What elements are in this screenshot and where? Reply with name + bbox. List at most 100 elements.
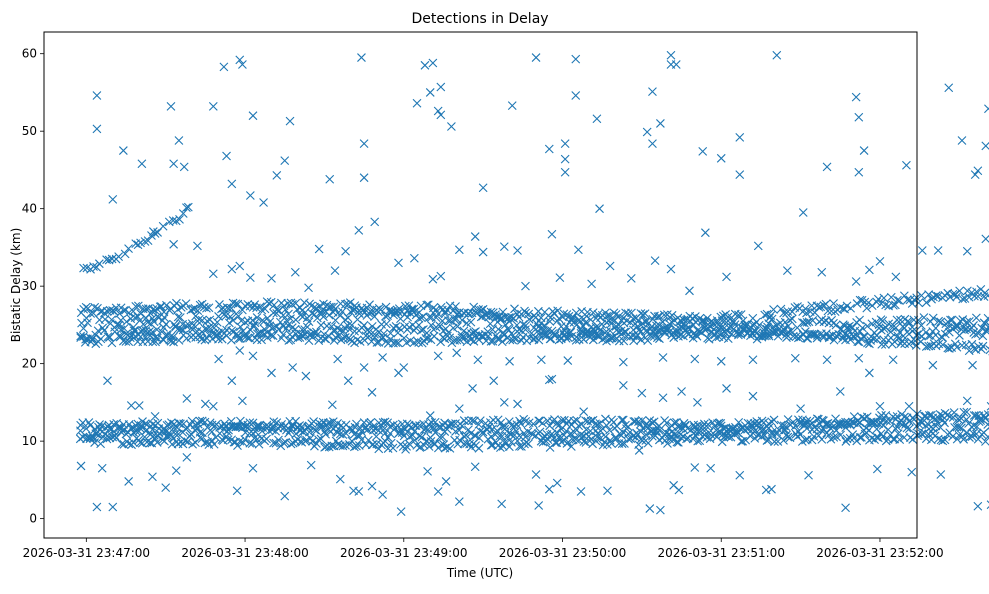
data-point — [712, 334, 720, 342]
data-point — [770, 416, 778, 424]
data-point — [233, 487, 241, 495]
data-point — [717, 154, 725, 162]
data-point — [823, 163, 831, 171]
data-point — [410, 339, 418, 347]
data-point — [203, 317, 211, 325]
data-point — [832, 321, 840, 329]
x-tick-label: 2026-03-31 23:48:00 — [181, 546, 308, 560]
data-point — [379, 491, 387, 499]
data-point — [959, 316, 967, 324]
data-point — [123, 318, 131, 326]
data-point — [236, 56, 244, 64]
data-point — [777, 305, 785, 313]
x-tick-label: 2026-03-31 23:47:00 — [23, 546, 150, 560]
y-tick-label: 40 — [22, 202, 37, 216]
data-point — [855, 168, 863, 176]
data-point — [170, 160, 178, 168]
data-point — [260, 198, 268, 206]
data-point — [236, 346, 244, 354]
data-point — [799, 209, 807, 217]
data-point — [437, 83, 445, 91]
data-point — [175, 136, 183, 144]
data-point — [227, 336, 235, 344]
data-point — [263, 435, 271, 443]
data-point — [974, 167, 982, 175]
x-tick-label: 2026-03-31 23:50:00 — [499, 546, 626, 560]
data-point — [691, 463, 699, 471]
data-point — [108, 255, 116, 263]
data-point — [453, 349, 461, 357]
data-point — [125, 477, 133, 485]
data-point — [514, 400, 522, 408]
data-point — [96, 426, 104, 434]
data-point — [429, 59, 437, 67]
data-point — [876, 257, 884, 265]
data-point — [413, 99, 421, 107]
data-point — [281, 157, 289, 165]
data-point — [228, 180, 236, 188]
data-point — [675, 486, 683, 494]
data-point — [856, 316, 864, 324]
data-point — [402, 445, 410, 453]
data-point — [768, 485, 776, 493]
data-point — [471, 463, 479, 471]
x-tick-label: 2026-03-31 23:51:00 — [658, 546, 785, 560]
data-point — [77, 462, 85, 470]
data-point — [723, 273, 731, 281]
data-point — [360, 364, 368, 372]
data-point — [455, 405, 463, 413]
data-point — [183, 395, 191, 403]
data-point — [426, 88, 434, 96]
data-point — [937, 470, 945, 478]
data-point — [918, 247, 926, 255]
data-point — [805, 471, 813, 479]
data-point — [404, 313, 412, 321]
data-point — [535, 501, 543, 509]
data-point — [667, 51, 675, 59]
data-point — [596, 205, 604, 213]
data-point — [162, 484, 170, 492]
data-point — [429, 275, 437, 283]
data-point — [701, 229, 709, 237]
data-point — [424, 467, 432, 475]
data-point — [360, 321, 368, 329]
data-point — [210, 440, 218, 448]
data-point — [97, 440, 105, 448]
data-point — [246, 274, 254, 282]
data-point — [291, 268, 299, 276]
data-point — [521, 282, 529, 290]
data-point — [982, 142, 989, 150]
data-point — [156, 303, 164, 311]
data-point — [876, 402, 884, 410]
data-point — [982, 235, 989, 243]
data-point — [490, 377, 498, 385]
data-point — [803, 334, 811, 342]
data-point — [736, 171, 744, 179]
plot-area-frame — [44, 32, 917, 538]
data-point — [353, 336, 361, 344]
data-point — [253, 336, 261, 344]
data-point — [651, 257, 659, 265]
data-point — [437, 111, 445, 119]
data-point — [334, 355, 342, 363]
data-point — [593, 115, 601, 123]
data-point — [699, 147, 707, 155]
data-point — [969, 361, 977, 369]
data-point — [423, 301, 431, 309]
data-point — [855, 113, 863, 121]
data-point — [355, 488, 363, 496]
data-point — [506, 357, 514, 365]
data-point — [268, 274, 276, 282]
data-point — [648, 140, 656, 148]
data-point — [619, 381, 627, 389]
data-point — [368, 482, 376, 490]
data-point — [672, 61, 680, 69]
data-point — [707, 464, 715, 472]
data-point — [109, 195, 117, 203]
data-point — [537, 356, 545, 364]
data-point — [182, 300, 190, 308]
y-tick-label: 50 — [22, 124, 37, 138]
data-point — [572, 309, 580, 317]
data-point — [238, 397, 246, 405]
